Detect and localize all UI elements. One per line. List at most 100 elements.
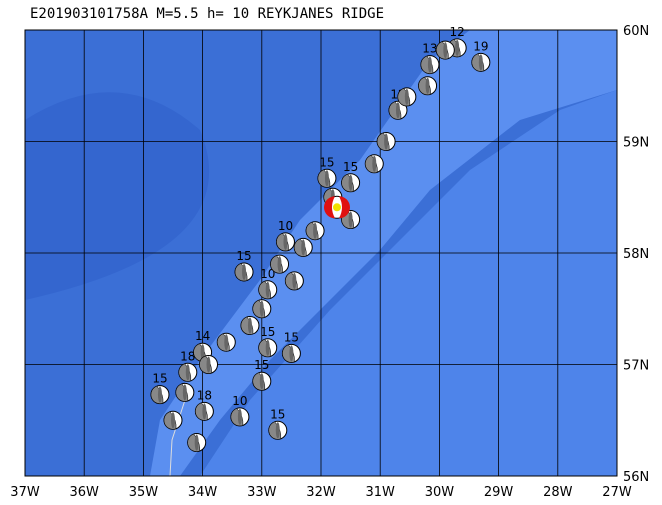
focal-mechanism (240, 315, 260, 335)
main-quadrant (338, 196, 350, 219)
focal-mechanism (284, 271, 304, 291)
beachball-band (265, 339, 270, 356)
focal-mechanism (268, 420, 288, 440)
depth-label: 10 (232, 394, 247, 408)
beachball-band (301, 239, 306, 256)
beachball-band (224, 334, 229, 351)
deep-area (25, 92, 210, 300)
beachball-band (200, 344, 205, 361)
beachball-band (425, 77, 430, 94)
depth-label: 19 (473, 39, 488, 53)
beachball-band (265, 281, 270, 298)
focal-mechanism (187, 433, 207, 453)
depth-label: 15 (254, 358, 269, 372)
focal-mechanism (420, 55, 440, 75)
focal-mechanism (199, 355, 219, 374)
x-tick-label: 27W (602, 485, 632, 500)
focal-mechanism (163, 410, 183, 430)
focal-mechanism (305, 221, 325, 241)
focal-mechanism (175, 382, 195, 402)
x-tick-label: 31W (365, 485, 395, 500)
focal-mechanism (258, 338, 278, 358)
beachball-band (427, 56, 432, 73)
beachball-band (395, 102, 400, 119)
depth-label: 15 (284, 330, 299, 344)
beachball-band (259, 300, 264, 317)
focal-mechanism (435, 40, 455, 60)
depth-label: 14 (195, 329, 210, 343)
main-centroid (332, 203, 341, 212)
beachball-band (237, 408, 242, 425)
depth-label: 13 (422, 42, 437, 56)
beachball-band (372, 155, 377, 172)
focal-mechanism (341, 173, 361, 193)
beachball-band (384, 133, 389, 150)
depth-label: 18 (197, 388, 212, 402)
beachball-band (292, 272, 297, 289)
frame (24, 29, 618, 477)
focal-mechanism (317, 168, 337, 188)
main-quadrant (323, 196, 335, 219)
focal-mechanism (258, 280, 278, 300)
x-tick-label: 29W (484, 485, 514, 500)
x-tick-label: 33W (247, 485, 277, 500)
main-event (323, 195, 350, 219)
beachball-band (348, 174, 353, 191)
focal-mechanism (471, 52, 491, 72)
beachball-band (455, 39, 460, 56)
x-tick-label: 37W (10, 485, 40, 500)
beachball-band (275, 422, 280, 439)
focal-mechanism (252, 299, 272, 319)
depth-label: 15 (260, 325, 275, 339)
focal-mechanism (418, 76, 438, 96)
x-tick-label: 35W (129, 485, 159, 500)
beachball-band (194, 434, 199, 451)
focal-mechanism (388, 100, 408, 120)
focal-mechanism (270, 254, 290, 274)
depth-label: 10 (260, 267, 275, 281)
depth-label: 10 (278, 219, 293, 233)
x-tick-label: 36W (69, 485, 99, 500)
beachball-band (313, 222, 318, 239)
focal-mechanism (150, 385, 170, 405)
focal-mechanism (275, 232, 295, 252)
beachball-band (171, 412, 175, 429)
track (169, 399, 186, 477)
beachball-band (324, 170, 329, 187)
depth-label: 12 (450, 25, 465, 39)
focal-mechanism (216, 332, 236, 352)
y-tick-label: 59N (623, 136, 649, 151)
y-tick-label: 56N (623, 470, 649, 485)
depth-label: 15 (236, 249, 251, 263)
beachball-band (259, 373, 264, 390)
title: E201903101758A M=5.5 h= 10 REYKJANES RID… (30, 6, 384, 22)
beachball-band (277, 256, 282, 273)
y-tick-label: 60N (623, 24, 649, 39)
focal-mechanism (178, 362, 198, 382)
beachball-band (348, 211, 353, 228)
beachball-band (185, 364, 190, 381)
y-tick-label: 58N (623, 247, 649, 262)
depth-label: 15 (319, 155, 334, 169)
beachball-band (283, 233, 288, 250)
basin (200, 90, 617, 476)
beachball-band (182, 384, 187, 401)
beachball-band (289, 345, 294, 362)
focal-mechanism (397, 87, 417, 107)
depth-label: 15 (152, 372, 167, 386)
x-tick-label: 30W (425, 485, 455, 500)
focal-mechanism (376, 132, 396, 151)
depth-label: 15 (343, 160, 358, 174)
depth-label: 18 (180, 349, 195, 363)
beachball-band (206, 356, 211, 373)
beachball-band (202, 403, 207, 420)
beachball-band (404, 88, 409, 105)
beachball-band (478, 54, 483, 71)
y-tick-label: 57N (623, 359, 649, 374)
beachball-band (157, 386, 162, 403)
focal-mechanism (252, 371, 272, 391)
focal-mechanism (234, 262, 254, 282)
x-tick-label: 28W (543, 485, 573, 500)
focal-mechanism (230, 407, 250, 427)
